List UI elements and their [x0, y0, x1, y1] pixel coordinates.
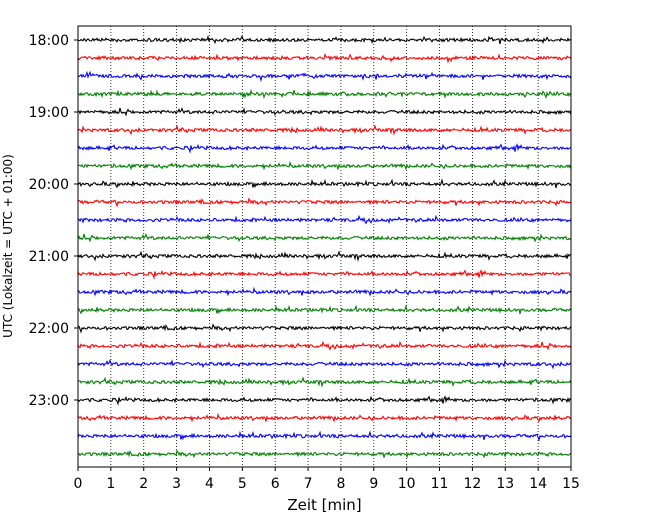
trace-line	[77, 286, 572, 297]
trace-line	[77, 214, 572, 225]
trace-line	[77, 34, 572, 45]
x-tick-label: 10	[398, 476, 416, 492]
x-tick-label: 6	[271, 476, 280, 492]
trace-line	[77, 323, 572, 334]
x-tick-label: 5	[238, 476, 247, 492]
x-tick-label: 7	[304, 476, 313, 492]
x-tick-label: 8	[336, 476, 345, 492]
x-tick-label: 14	[529, 476, 547, 492]
trace-line	[77, 70, 572, 83]
x-tick-label: 3	[172, 476, 181, 492]
x-tick-label: 15	[562, 476, 580, 492]
y-tick-label: 21:00	[29, 249, 69, 265]
trace-line	[77, 449, 572, 459]
trace-line	[77, 160, 572, 171]
trace-line	[77, 269, 572, 280]
trace-lines	[77, 34, 572, 459]
trace-line	[77, 430, 572, 442]
trace-line	[77, 233, 572, 243]
x-tick-label: 1	[106, 476, 115, 492]
trace-line	[77, 107, 572, 117]
y-tick-label: 19:00	[29, 105, 69, 121]
trace-line	[77, 88, 572, 100]
trace-line	[77, 124, 572, 136]
trace-line	[77, 304, 572, 315]
plot-frame	[77, 25, 572, 468]
trace-line	[77, 376, 572, 388]
x-axis-label: Zeit [min]	[287, 496, 361, 514]
trace-line	[77, 250, 572, 262]
trace-line	[77, 359, 572, 370]
y-tick-label: 22:00	[29, 321, 69, 337]
trace-line	[77, 340, 572, 351]
x-tick-label: 9	[369, 476, 378, 492]
trace-line	[77, 52, 572, 64]
x-tick-label: 13	[496, 476, 514, 492]
trace-line	[77, 395, 572, 406]
y-tick-label: 20:00	[29, 177, 69, 193]
x-tick-label: 4	[205, 476, 214, 492]
y-axis-label: UTC (Lokalzeit = UTC + 01:00)	[1, 154, 15, 338]
x-tick-label: 11	[431, 476, 449, 492]
y-tick-label: 18:00	[29, 33, 69, 49]
y-axis-ticks: 18:00 19:00 20:00 21:00 22:00 23:00	[29, 33, 78, 409]
y-tick-label: 23:00	[29, 393, 69, 409]
trace-line	[77, 178, 572, 189]
x-tick-label: 12	[463, 476, 481, 492]
x-axis-ticks: 0 1 2 3 4 5 6 7 8 9 10 11 12 13 14 15	[74, 467, 580, 492]
trace-line	[77, 197, 572, 208]
x-tick-label: 0	[74, 476, 83, 492]
x-tick-label: 2	[139, 476, 148, 492]
trace-line	[77, 412, 572, 423]
trace-line	[77, 143, 572, 154]
